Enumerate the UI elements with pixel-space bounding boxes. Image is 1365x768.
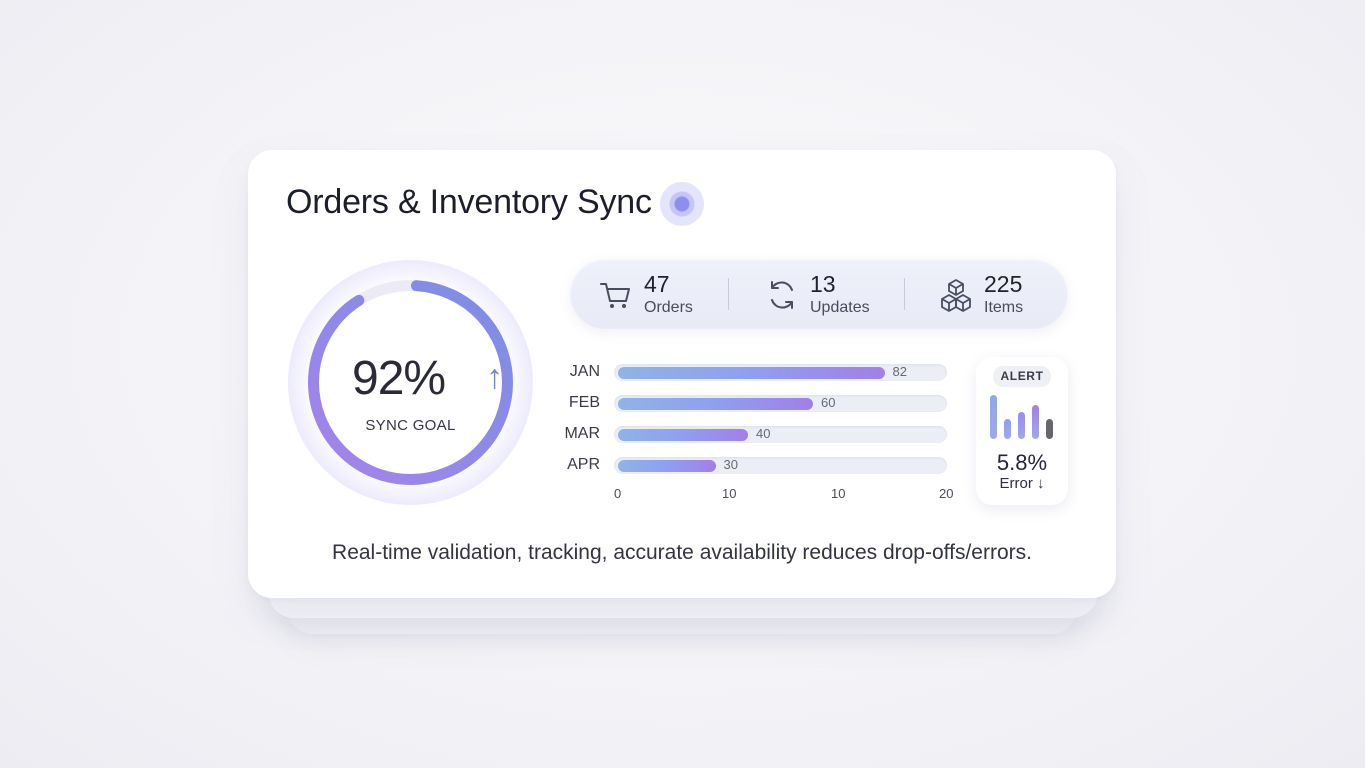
- bar: [618, 367, 885, 379]
- spark-bar: [1004, 419, 1011, 439]
- stats-pill: 47 Orders 13 Updates 225 Items: [570, 259, 1068, 329]
- sync-goal-value: 92%: [352, 352, 446, 405]
- orders-label: Orders: [644, 299, 693, 316]
- error-rate-value: 5.8%: [996, 450, 1048, 475]
- bar-category-label: FEB: [568, 394, 600, 411]
- alert-badge: ALERT: [993, 366, 1051, 387]
- sync-goal-ring: 92% ↑ SYNC GOAL: [288, 260, 533, 505]
- refresh-icon: [771, 281, 793, 309]
- items-value: 225: [984, 271, 1023, 297]
- bar-row: MAR 40: [558, 422, 958, 446]
- updates-value: 13: [810, 271, 836, 297]
- ring-chart: [308, 280, 513, 485]
- bar-row: JAN 82: [558, 360, 958, 384]
- bar-value-label: 82: [892, 364, 907, 379]
- bar-value-label: 30: [723, 457, 738, 472]
- bar-value-label: 60: [821, 395, 836, 410]
- cart-icon: [600, 283, 630, 308]
- card-footer-text: Real-time validation, tracking, accurate…: [332, 541, 1032, 564]
- error-rate-label: Error ↓: [999, 475, 1045, 492]
- stats-divider: [904, 278, 905, 310]
- spark-bar: [1032, 404, 1039, 439]
- alert-card[interactable]: ALERT 5.8% Error ↓: [976, 357, 1068, 505]
- bar-row: APR 30: [558, 453, 958, 477]
- spark-bar: [990, 395, 997, 439]
- x-tick-label: 0: [614, 486, 622, 501]
- card-title: Orders & Inventory Sync: [286, 183, 652, 221]
- boxes-icon: [941, 279, 971, 312]
- orders-value: 47: [644, 271, 670, 297]
- trend-up-icon: ↑: [486, 358, 503, 396]
- monthly-bar-chart: JAN 82 FEB 60 MAR 40 APR 30 0 10 10 20: [558, 360, 958, 510]
- bar-category-label: JAN: [569, 363, 600, 380]
- sync-goal-label: SYNC GOAL: [365, 417, 456, 434]
- bar: [618, 398, 813, 410]
- spark-bar: [1046, 419, 1053, 439]
- items-label: Items: [984, 299, 1024, 316]
- bar: [618, 429, 748, 441]
- bar-category-label: MAR: [564, 425, 600, 442]
- x-tick-label: 10: [722, 486, 737, 501]
- live-status-icon: [660, 182, 704, 226]
- spark-bar: [1018, 411, 1025, 439]
- x-tick-label: 10: [831, 486, 846, 501]
- bar: [618, 460, 716, 472]
- bar-category-label: APR: [567, 456, 600, 473]
- updates-label: Updates: [810, 299, 870, 316]
- x-tick-label: 20: [939, 486, 954, 501]
- sync-card: Orders & Inventory Sync 92% ↑ SYNC GOAL …: [248, 150, 1116, 598]
- stats-divider: [728, 278, 729, 310]
- ring-progress-arc: [308, 280, 513, 485]
- bar-row: FEB 60: [558, 391, 958, 415]
- bar-value-label: 40: [756, 426, 771, 441]
